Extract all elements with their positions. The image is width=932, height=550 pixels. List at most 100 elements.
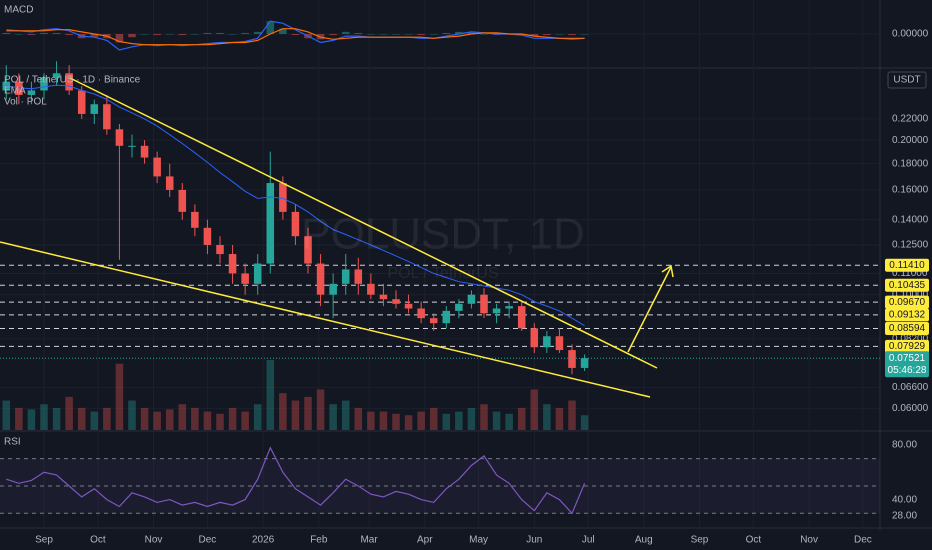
volume-bar: [65, 396, 73, 430]
last-price-box: [885, 351, 929, 378]
macd-histogram: [253, 31, 262, 34]
volume-bar: [203, 411, 212, 430]
macd-histogram: [90, 34, 99, 38]
x-tick-label: Dec: [854, 535, 872, 546]
y-tick-label: 0.10000: [892, 289, 929, 300]
macd-histogram: [191, 34, 199, 35]
volume-bar: [128, 400, 136, 430]
level-label: 0.08594: [889, 323, 926, 334]
candle-body: [2, 81, 11, 91]
x-tick-label: Jun: [526, 535, 542, 546]
volume-bar: [429, 407, 438, 430]
macd-histogram: [543, 34, 551, 36]
currency[interactable]: USDT: [893, 75, 920, 86]
macd-histogram: [354, 32, 363, 34]
macd-histogram: [442, 32, 451, 34]
volume-bar: [455, 411, 463, 430]
chart-title: POL / TetherUS · 1D · Binance: [4, 75, 141, 86]
volume-bar: [367, 411, 375, 430]
candle-body: [77, 90, 86, 114]
candle-body: [417, 308, 425, 319]
candle-body: [27, 90, 36, 95]
volume-bar: [404, 415, 413, 430]
macd-histogram: [153, 34, 161, 36]
x-tick-label: Sep: [691, 535, 709, 546]
volume-bar: [40, 404, 48, 430]
volume-bar: [216, 413, 224, 430]
volume-bar: [2, 400, 11, 430]
last-price-label: 0.07521: [889, 353, 926, 364]
candle-body: [555, 336, 564, 351]
macd-histogram: [429, 34, 438, 35]
volume-bar: [191, 407, 199, 430]
currency-box[interactable]: [887, 71, 927, 89]
candle-body: [291, 211, 300, 237]
volume-bar: [492, 411, 501, 430]
candle-body: [52, 73, 61, 78]
volume-bar: [505, 413, 513, 430]
ema-line: [6, 84, 585, 327]
macd-histogram: [65, 34, 73, 36]
ema-label: EMA: [4, 86, 26, 97]
macd-label: MACD: [4, 5, 33, 16]
x-tick-label: Oct: [90, 535, 106, 546]
candle-body: [316, 263, 325, 295]
level-box: [885, 258, 929, 272]
candle-body: [543, 336, 551, 348]
level-label: 0.09670: [889, 297, 926, 308]
volume-bar: [517, 407, 526, 430]
y-tick-label: 0.18000: [892, 158, 929, 169]
candle-body: [241, 273, 249, 284]
macd-histogram: [580, 34, 589, 35]
x-tick-label: Mar: [360, 535, 378, 546]
y-tick-label: 0.11000: [892, 268, 928, 279]
volume-bar: [153, 411, 161, 430]
volume-bar: [304, 396, 312, 430]
macd-histogram: [417, 34, 425, 36]
volume-bar: [379, 411, 388, 430]
level-box: [885, 308, 929, 322]
candle-body: [341, 269, 350, 284]
macd-histogram: [40, 32, 48, 34]
volume-bar: [341, 400, 350, 430]
volume-bar: [253, 404, 262, 430]
volume-bar: [115, 363, 124, 430]
volume-bar: [291, 400, 300, 430]
level-box: [885, 321, 929, 335]
volume-bar: [165, 409, 174, 430]
candle-body: [153, 157, 161, 177]
arrow-head: [661, 264, 674, 278]
macd-histogram: [27, 34, 36, 36]
candle-body: [279, 183, 287, 212]
volume-bar: [241, 411, 249, 430]
level-label: 0.09132: [889, 310, 926, 321]
volume-bar: [52, 407, 61, 430]
macd-histogram: [404, 34, 413, 35]
trendline: [69, 77, 658, 369]
candle-body: [203, 227, 212, 245]
x-tick-label: 2026: [252, 535, 275, 546]
candle-body: [140, 145, 149, 158]
candle-body: [429, 318, 438, 324]
y-tick-label: 40.00: [892, 494, 917, 505]
macd-histogram: [329, 34, 337, 36]
candle-body: [165, 176, 174, 190]
x-tick-label: Jul: [582, 535, 595, 546]
volume-bar: [543, 404, 551, 430]
candle-body: [15, 81, 23, 95]
watermark-sub: POL / TetherUS: [387, 265, 498, 282]
candle-body: [228, 254, 237, 274]
x-tick-label: Feb: [310, 535, 328, 546]
volume-bar: [266, 360, 275, 430]
marks: [0, 20, 880, 515]
x-tick-label: Dec: [199, 535, 217, 546]
macd-histogram: [341, 31, 350, 34]
volume-bar: [467, 407, 476, 430]
trendline: [0, 241, 651, 398]
volume-bar: [140, 407, 149, 430]
volume-bar: [77, 407, 86, 430]
candle-body: [580, 358, 589, 368]
level-label: 0.11410: [889, 260, 925, 271]
candle-body: [65, 73, 73, 91]
